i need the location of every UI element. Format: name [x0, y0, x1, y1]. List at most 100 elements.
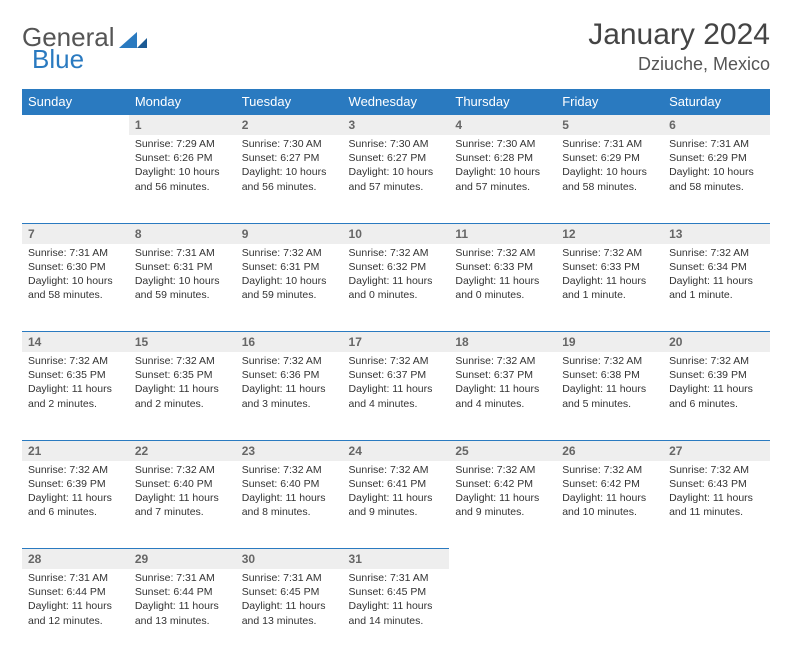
day-number-cell: 27 [663, 440, 770, 461]
day-number-row: 21222324252627 [22, 440, 770, 461]
sunrise-text: Sunrise: 7:32 AM [669, 354, 764, 368]
day-content-cell: Sunrise: 7:32 AMSunset: 6:33 PMDaylight:… [556, 244, 663, 332]
sunrise-text: Sunrise: 7:32 AM [669, 463, 764, 477]
day-number-cell: 18 [449, 332, 556, 353]
sunrise-text: Sunrise: 7:32 AM [455, 354, 550, 368]
sunset-text: Sunset: 6:35 PM [135, 368, 230, 382]
sunrise-text: Sunrise: 7:32 AM [455, 463, 550, 477]
day-number-cell: 17 [343, 332, 450, 353]
daylight-text: Daylight: 11 hours and 8 minutes. [242, 491, 337, 519]
day-content-cell: Sunrise: 7:32 AMSunset: 6:38 PMDaylight:… [556, 352, 663, 440]
day-content-cell: Sunrise: 7:32 AMSunset: 6:35 PMDaylight:… [22, 352, 129, 440]
day-number-cell: 29 [129, 549, 236, 570]
page-header: General January 2024 Dziuche, Mexico [22, 18, 770, 75]
weekday-header: Friday [556, 89, 663, 115]
sunrise-text: Sunrise: 7:32 AM [349, 354, 444, 368]
sunset-text: Sunset: 6:39 PM [669, 368, 764, 382]
daylight-text: Daylight: 11 hours and 4 minutes. [455, 382, 550, 410]
day-content-row: Sunrise: 7:31 AMSunset: 6:44 PMDaylight:… [22, 569, 770, 657]
sunset-text: Sunset: 6:40 PM [242, 477, 337, 491]
weekday-header-row: Sunday Monday Tuesday Wednesday Thursday… [22, 89, 770, 115]
day-number-cell: 25 [449, 440, 556, 461]
daylight-text: Daylight: 11 hours and 13 minutes. [242, 599, 337, 627]
daylight-text: Daylight: 11 hours and 2 minutes. [28, 382, 123, 410]
day-content-cell: Sunrise: 7:31 AMSunset: 6:30 PMDaylight:… [22, 244, 129, 332]
weekday-header: Thursday [449, 89, 556, 115]
sunrise-text: Sunrise: 7:32 AM [349, 463, 444, 477]
day-number-cell: 19 [556, 332, 663, 353]
sunrise-text: Sunrise: 7:32 AM [349, 246, 444, 260]
day-number-cell: 5 [556, 115, 663, 136]
daylight-text: Daylight: 11 hours and 6 minutes. [28, 491, 123, 519]
sunset-text: Sunset: 6:27 PM [242, 151, 337, 165]
day-content-cell: Sunrise: 7:32 AMSunset: 6:37 PMDaylight:… [449, 352, 556, 440]
daylight-text: Daylight: 11 hours and 0 minutes. [349, 274, 444, 302]
daylight-text: Daylight: 11 hours and 1 minute. [562, 274, 657, 302]
sunset-text: Sunset: 6:35 PM [28, 368, 123, 382]
sunset-text: Sunset: 6:33 PM [455, 260, 550, 274]
sunrise-text: Sunrise: 7:31 AM [242, 571, 337, 585]
day-content-cell: Sunrise: 7:32 AMSunset: 6:39 PMDaylight:… [22, 461, 129, 549]
day-number-row: 78910111213 [22, 223, 770, 244]
day-number-cell: 20 [663, 332, 770, 353]
day-number-cell: 14 [22, 332, 129, 353]
sunrise-text: Sunrise: 7:30 AM [242, 137, 337, 151]
day-content-cell: Sunrise: 7:32 AMSunset: 6:40 PMDaylight:… [129, 461, 236, 549]
day-number-row: 14151617181920 [22, 332, 770, 353]
day-number-cell [663, 549, 770, 570]
day-number-cell: 21 [22, 440, 129, 461]
sunset-text: Sunset: 6:41 PM [349, 477, 444, 491]
sunset-text: Sunset: 6:28 PM [455, 151, 550, 165]
sunrise-text: Sunrise: 7:32 AM [135, 354, 230, 368]
day-number-cell: 30 [236, 549, 343, 570]
day-content-cell: Sunrise: 7:30 AMSunset: 6:28 PMDaylight:… [449, 135, 556, 223]
weekday-header: Saturday [663, 89, 770, 115]
day-number-cell: 23 [236, 440, 343, 461]
day-content-cell: Sunrise: 7:32 AMSunset: 6:36 PMDaylight:… [236, 352, 343, 440]
daylight-text: Daylight: 11 hours and 10 minutes. [562, 491, 657, 519]
day-content-cell [663, 569, 770, 657]
sunrise-text: Sunrise: 7:32 AM [242, 246, 337, 260]
sunset-text: Sunset: 6:33 PM [562, 260, 657, 274]
day-content-cell [449, 569, 556, 657]
sunrise-text: Sunrise: 7:31 AM [562, 137, 657, 151]
sunrise-text: Sunrise: 7:32 AM [28, 354, 123, 368]
day-number-cell: 15 [129, 332, 236, 353]
day-content-cell: Sunrise: 7:32 AMSunset: 6:43 PMDaylight:… [663, 461, 770, 549]
weekday-header: Sunday [22, 89, 129, 115]
sunrise-text: Sunrise: 7:32 AM [669, 246, 764, 260]
daylight-text: Daylight: 10 hours and 56 minutes. [135, 165, 230, 193]
sunrise-text: Sunrise: 7:31 AM [135, 246, 230, 260]
sunset-text: Sunset: 6:40 PM [135, 477, 230, 491]
sunrise-text: Sunrise: 7:32 AM [562, 354, 657, 368]
sunrise-text: Sunrise: 7:30 AM [349, 137, 444, 151]
day-number-cell: 26 [556, 440, 663, 461]
sunrise-text: Sunrise: 7:30 AM [455, 137, 550, 151]
day-content-cell: Sunrise: 7:32 AMSunset: 6:39 PMDaylight:… [663, 352, 770, 440]
day-number-cell: 28 [22, 549, 129, 570]
daylight-text: Daylight: 11 hours and 6 minutes. [669, 382, 764, 410]
daylight-text: Daylight: 11 hours and 3 minutes. [242, 382, 337, 410]
month-title: January 2024 [588, 18, 770, 52]
day-number-cell: 13 [663, 223, 770, 244]
daylight-text: Daylight: 10 hours and 57 minutes. [349, 165, 444, 193]
sunrise-text: Sunrise: 7:31 AM [669, 137, 764, 151]
sunset-text: Sunset: 6:27 PM [349, 151, 444, 165]
weekday-header: Monday [129, 89, 236, 115]
day-content-cell: Sunrise: 7:32 AMSunset: 6:40 PMDaylight:… [236, 461, 343, 549]
sunset-text: Sunset: 6:36 PM [242, 368, 337, 382]
day-content-row: Sunrise: 7:32 AMSunset: 6:39 PMDaylight:… [22, 461, 770, 549]
sunset-text: Sunset: 6:37 PM [455, 368, 550, 382]
day-number-cell: 16 [236, 332, 343, 353]
day-number-cell: 10 [343, 223, 450, 244]
day-content-cell: Sunrise: 7:32 AMSunset: 6:37 PMDaylight:… [343, 352, 450, 440]
day-content-cell: Sunrise: 7:30 AMSunset: 6:27 PMDaylight:… [343, 135, 450, 223]
day-content-cell: Sunrise: 7:32 AMSunset: 6:32 PMDaylight:… [343, 244, 450, 332]
day-content-cell [22, 135, 129, 223]
day-number-cell [556, 549, 663, 570]
day-content-cell: Sunrise: 7:31 AMSunset: 6:45 PMDaylight:… [236, 569, 343, 657]
daylight-text: Daylight: 10 hours and 58 minutes. [28, 274, 123, 302]
sunrise-text: Sunrise: 7:32 AM [242, 463, 337, 477]
daylight-text: Daylight: 10 hours and 59 minutes. [242, 274, 337, 302]
sunrise-text: Sunrise: 7:32 AM [562, 246, 657, 260]
